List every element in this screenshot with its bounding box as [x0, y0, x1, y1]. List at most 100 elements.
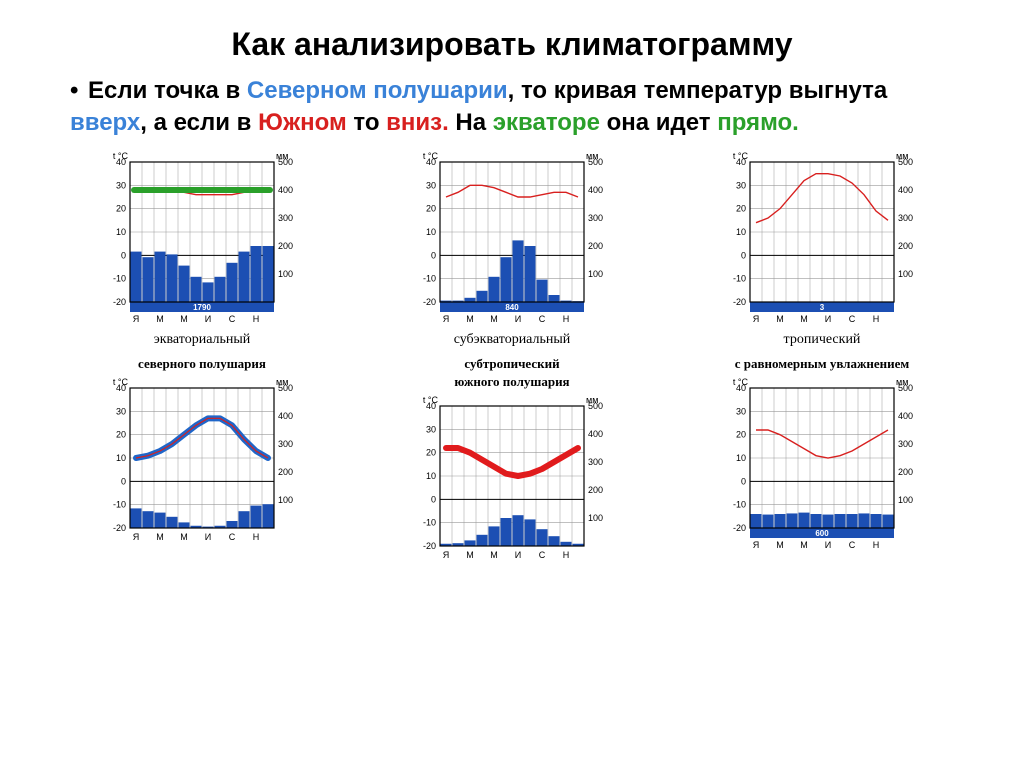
chart-north-hemi: северного полушария 403020100-10-2050040…	[72, 356, 332, 572]
svg-text:-20: -20	[423, 297, 436, 307]
svg-text:Я: Я	[443, 550, 450, 560]
svg-text:-10: -10	[113, 273, 126, 283]
svg-text:t °C: t °C	[733, 151, 749, 161]
svg-text:t °C: t °C	[423, 395, 439, 405]
desc-t3: , а если в	[140, 109, 258, 136]
svg-text:20: 20	[426, 447, 436, 457]
chart-tropical: 403020100-10-205004003002001003t °CммЯММ…	[692, 148, 952, 348]
svg-text:t °C: t °C	[733, 377, 749, 387]
svg-text:мм: мм	[586, 151, 598, 161]
svg-text:Я: Я	[753, 314, 760, 324]
svg-text:0: 0	[741, 476, 746, 486]
climatogram-svg: 403020100-10-20500400300200100600t °CммЯ…	[712, 374, 932, 554]
svg-text:200: 200	[898, 467, 913, 477]
svg-text:И: И	[205, 532, 211, 542]
svg-text:10: 10	[736, 453, 746, 463]
svg-text:t °C: t °C	[113, 377, 129, 387]
svg-text:М: М	[490, 550, 498, 560]
svg-text:100: 100	[588, 513, 603, 523]
svg-text:-10: -10	[423, 517, 436, 527]
svg-text:М: М	[490, 314, 498, 324]
svg-text:20: 20	[426, 203, 436, 213]
desc-straight: прямо.	[717, 109, 799, 136]
svg-text:300: 300	[588, 457, 603, 467]
svg-text:0: 0	[121, 250, 126, 260]
svg-text:100: 100	[898, 269, 913, 279]
svg-text:М: М	[466, 550, 474, 560]
svg-text:Н: Н	[873, 314, 880, 324]
bullet: •	[70, 75, 88, 107]
svg-text:100: 100	[278, 495, 293, 505]
desc-t5: На	[449, 109, 493, 136]
svg-text:30: 30	[426, 180, 436, 190]
page-title: Как анализировать климатограмму	[40, 26, 984, 63]
svg-text:200: 200	[278, 241, 293, 251]
svg-text:0: 0	[431, 250, 436, 260]
svg-text:30: 30	[736, 406, 746, 416]
svg-text:М: М	[180, 532, 188, 542]
svg-text:300: 300	[898, 439, 913, 449]
svg-text:200: 200	[278, 467, 293, 477]
svg-text:400: 400	[898, 411, 913, 421]
svg-text:мм: мм	[586, 395, 598, 405]
desc-southern: Южном	[258, 109, 347, 136]
row-1: 403020100-10-205004003002001001790t °Cмм…	[40, 148, 984, 348]
climatogram-svg: 403020100-10-205004003002001003t °CммЯММ…	[712, 148, 932, 328]
svg-text:-10: -10	[113, 499, 126, 509]
climatogram-svg: 403020100-10-20500400300200100t °CммЯММИ…	[402, 392, 622, 572]
climatogram-svg: 403020100-10-20500400300200100840t °CммЯ…	[402, 148, 622, 328]
svg-text:Я: Я	[133, 532, 140, 542]
svg-text:С: С	[539, 314, 546, 324]
svg-text:С: С	[849, 540, 856, 550]
svg-text:Н: Н	[563, 550, 570, 560]
svg-text:3: 3	[820, 303, 825, 312]
svg-text:0: 0	[741, 250, 746, 260]
svg-text:200: 200	[588, 241, 603, 251]
svg-text:И: И	[205, 314, 211, 324]
desc-t4: то	[347, 109, 386, 136]
svg-text:10: 10	[736, 227, 746, 237]
svg-text:М: М	[180, 314, 188, 324]
svg-text:-20: -20	[113, 523, 126, 533]
chart-equatorial: 403020100-10-205004003002001001790t °Cмм…	[72, 148, 332, 348]
svg-text:Н: Н	[563, 314, 570, 324]
svg-text:0: 0	[431, 494, 436, 504]
chart-subequatorial: 403020100-10-20500400300200100840t °CммЯ…	[382, 148, 642, 348]
svg-text:М: М	[800, 540, 808, 550]
svg-text:С: С	[229, 532, 236, 542]
svg-text:-10: -10	[733, 273, 746, 283]
svg-text:И: И	[515, 550, 521, 560]
svg-text:мм: мм	[276, 377, 288, 387]
svg-text:-20: -20	[733, 523, 746, 533]
svg-text:10: 10	[426, 227, 436, 237]
svg-text:Я: Я	[133, 314, 140, 324]
svg-text:10: 10	[426, 471, 436, 481]
svg-text:мм: мм	[896, 151, 908, 161]
desc-down: вниз.	[386, 109, 449, 136]
svg-text:600: 600	[815, 529, 829, 538]
svg-text:200: 200	[898, 241, 913, 251]
climatogram-svg: 403020100-10-205004003002001001790t °Cмм…	[92, 148, 312, 328]
svg-text:Я: Я	[443, 314, 450, 324]
svg-text:20: 20	[736, 203, 746, 213]
svg-text:М: М	[156, 532, 164, 542]
svg-text:М: М	[156, 314, 164, 324]
svg-text:20: 20	[116, 429, 126, 439]
caption-south-2: южного полушария	[382, 374, 642, 390]
svg-text:840: 840	[505, 303, 519, 312]
svg-text:300: 300	[278, 213, 293, 223]
description: •Если точка в Северном полушарии, то кри…	[70, 75, 950, 140]
svg-text:-20: -20	[113, 297, 126, 307]
svg-text:30: 30	[736, 180, 746, 190]
desc-t2: , то кривая температур выгнута	[508, 77, 888, 104]
svg-text:Н: Н	[253, 314, 260, 324]
climatogram-svg: 403020100-10-20500400300200100t °CммЯММИ…	[92, 374, 312, 554]
desc-up: вверх	[70, 109, 140, 136]
svg-text:100: 100	[588, 269, 603, 279]
svg-text:400: 400	[588, 185, 603, 195]
svg-text:мм: мм	[276, 151, 288, 161]
svg-text:-10: -10	[423, 273, 436, 283]
svg-text:30: 30	[426, 424, 436, 434]
svg-text:М: М	[800, 314, 808, 324]
svg-text:-10: -10	[733, 499, 746, 509]
